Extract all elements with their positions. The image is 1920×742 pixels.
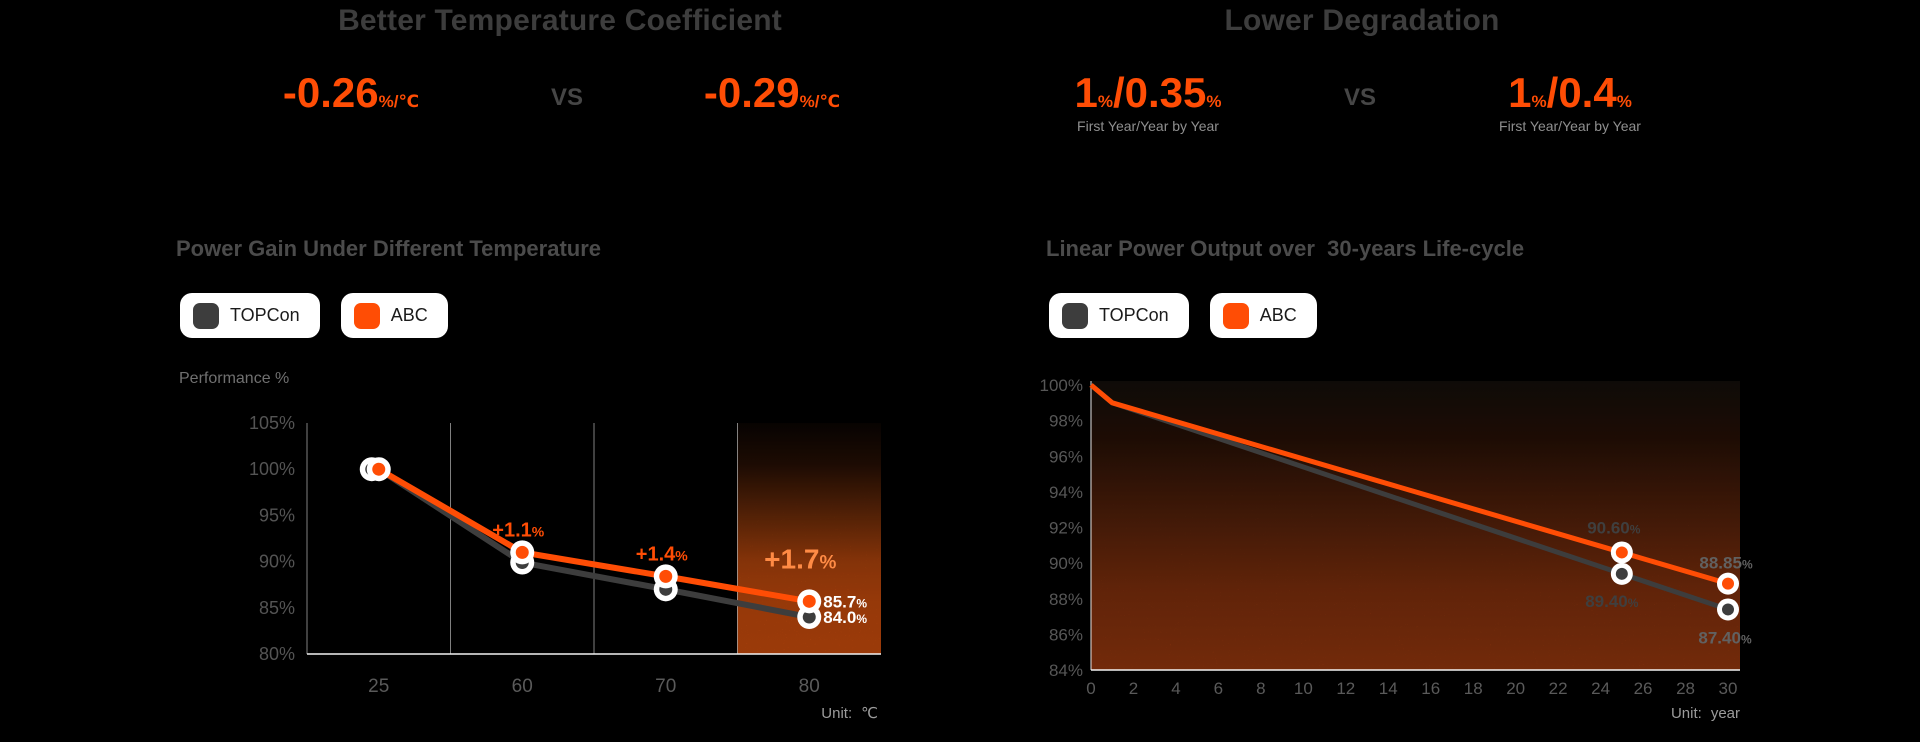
comparison-value-left: 1%/0.35% xyxy=(1074,72,1221,114)
x-tick-label: 16 xyxy=(1421,679,1440,698)
x-tick-label: 8 xyxy=(1256,679,1265,698)
y-axis-title: Performance % xyxy=(179,370,290,387)
value-segment: % xyxy=(1097,92,1113,111)
point-label: 88.85% xyxy=(1699,554,1753,573)
comparison-value-right: -0.29%/℃ xyxy=(704,72,840,114)
legend-swatch-abc xyxy=(1222,302,1249,329)
value-segment: % xyxy=(1531,92,1547,111)
legend-swatch-topcon xyxy=(1062,302,1088,329)
x-tick-label: 10 xyxy=(1294,679,1313,698)
y-tick-label: 94% xyxy=(1049,483,1083,502)
x-tick-label: 30 xyxy=(1719,679,1738,698)
data-point-topcon xyxy=(802,610,816,624)
x-tick-label: 24 xyxy=(1591,679,1610,698)
x-tick-label: 18 xyxy=(1464,679,1483,698)
comparison-value-right: 1%/0.4% xyxy=(1508,72,1632,114)
data-point-topcon xyxy=(1722,603,1734,616)
legend: TOPCon ABC xyxy=(1049,293,1317,338)
x-tick-label: 14 xyxy=(1379,679,1398,698)
diff-annotation: +1.7% xyxy=(764,543,836,574)
x-tick-label: 22 xyxy=(1549,679,1568,698)
comparison-caption-left: First Year/Year by Year xyxy=(1077,118,1219,134)
vs-label: VS xyxy=(550,84,584,111)
section-title: Lower Degradation xyxy=(1224,4,1500,37)
value-segment: -0.26 xyxy=(282,69,379,116)
chart-title: Power Gain Under Different Temperature xyxy=(176,236,602,261)
y-tick-label: 90% xyxy=(1049,554,1083,573)
comparison-value-left: -0.26%/℃ xyxy=(283,72,419,114)
legend-item-topcon: TOPCon xyxy=(1049,293,1189,338)
x-tick-label: 6 xyxy=(1214,679,1223,698)
data-point-abc xyxy=(659,569,673,583)
x-tick-label: 26 xyxy=(1634,679,1653,698)
value-segment: -0.29 xyxy=(703,69,800,116)
data-point-topcon xyxy=(1615,567,1628,580)
y-tick-label: 98% xyxy=(1049,412,1083,431)
data-point-abc xyxy=(372,462,386,476)
point-label: 84.0% xyxy=(823,608,867,627)
point-label: 89.40% xyxy=(1585,592,1639,611)
diff-annotation: +1.1% xyxy=(492,519,544,541)
value-segment: /0.35 xyxy=(1112,69,1207,116)
value-segment: 1 xyxy=(1074,69,1098,116)
legend-item-abc: ABC xyxy=(340,293,448,338)
legend-item-topcon: TOPCon xyxy=(180,293,320,338)
y-tick-label: 100% xyxy=(1040,376,1083,395)
x-tick-label: 20 xyxy=(1506,679,1525,698)
y-tick-label: 100% xyxy=(249,459,295,479)
value-segment: % xyxy=(1616,92,1632,111)
data-point-abc xyxy=(1722,577,1734,590)
point-label: 85.7% xyxy=(823,592,867,611)
y-tick-label: 86% xyxy=(1049,625,1083,644)
point-label: 90.60% xyxy=(1587,518,1641,537)
legend-label-abc: ABC xyxy=(1259,305,1297,325)
x-tick-label: 28 xyxy=(1676,679,1695,698)
vs-label: VS xyxy=(1343,84,1377,111)
diff-annotation: +1.4% xyxy=(636,543,688,565)
x-tick-label: 60 xyxy=(512,676,533,697)
point-label: 87.40% xyxy=(1698,628,1752,647)
value-segment: %/℃ xyxy=(799,92,841,111)
legend-swatch-abc xyxy=(353,302,380,329)
data-point-abc xyxy=(802,594,816,608)
value-segment: %/℃ xyxy=(378,92,420,111)
y-tick-label: 95% xyxy=(259,505,295,525)
y-tick-label: 80% xyxy=(259,644,295,664)
x-tick-label: 4 xyxy=(1171,679,1180,698)
data-point-abc xyxy=(515,545,529,559)
value-segment: 1 xyxy=(1508,69,1532,116)
x-tick-label: 70 xyxy=(655,676,676,697)
y-tick-label: 84% xyxy=(1049,661,1083,680)
x-tick-label: 0 xyxy=(1086,679,1095,698)
y-tick-label: 92% xyxy=(1049,519,1083,538)
legend-label-topcon: TOPCon xyxy=(1099,305,1169,325)
comparison-caption-right: First Year/Year by Year xyxy=(1499,118,1641,134)
legend-label-abc: ABC xyxy=(390,305,428,325)
legend-label-topcon: TOPCon xyxy=(230,305,300,325)
value-segment: /0.4 xyxy=(1546,69,1617,116)
y-tick-label: 96% xyxy=(1049,447,1083,466)
y-tick-label: 105% xyxy=(249,413,295,433)
y-tick-label: 88% xyxy=(1049,590,1083,609)
x-tick-label: 2 xyxy=(1129,679,1138,698)
legend: TOPCon ABC xyxy=(180,293,448,338)
legend-swatch-topcon xyxy=(193,302,219,329)
y-tick-label: 85% xyxy=(259,598,295,618)
x-tick-label: 12 xyxy=(1336,679,1355,698)
value-segment: % xyxy=(1206,92,1222,111)
x-tick-label: 80 xyxy=(799,676,820,697)
chart-title: Linear Power Output over 30-years Life-c… xyxy=(1046,236,1525,261)
section-title: Better Temperature Coefficient xyxy=(338,4,782,37)
data-point-abc xyxy=(1615,546,1628,559)
series-line-topcon xyxy=(375,466,813,621)
y-tick-label: 90% xyxy=(259,552,295,572)
unit-label: Unit: ℃ xyxy=(821,705,878,722)
unit-label: Unit: year xyxy=(1671,705,1740,722)
legend-item-abc: ABC xyxy=(1209,293,1317,338)
series-line-abc xyxy=(375,466,813,605)
x-tick-label: 25 xyxy=(368,676,389,697)
series-line-abc xyxy=(1089,383,1729,587)
